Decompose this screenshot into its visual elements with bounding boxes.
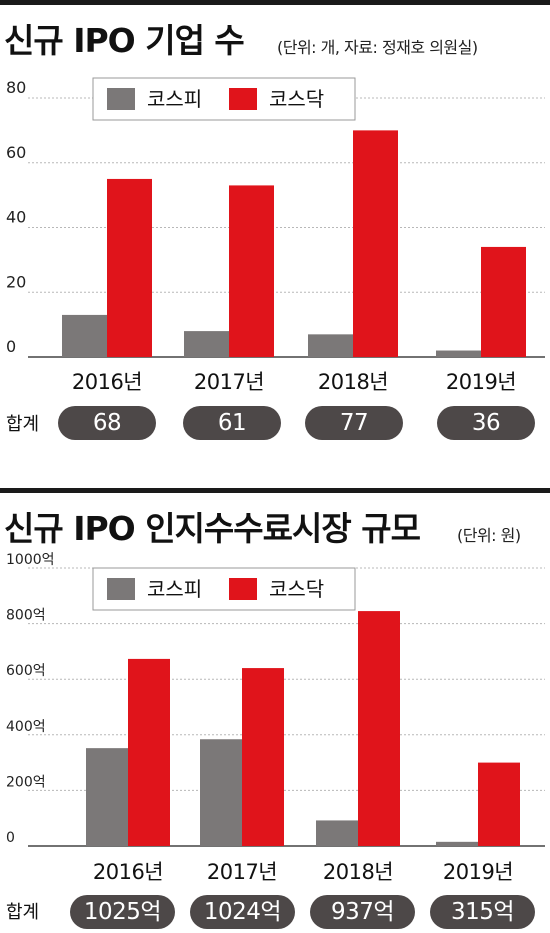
legend-label-kosdaq: 코스닥 — [269, 577, 324, 601]
chart1-top-rule — [0, 0, 550, 5]
chart2-total-2019: 315억 — [430, 895, 535, 929]
chart2-total-2016: 1025억 — [70, 895, 175, 929]
y-tick-label: 80 — [6, 78, 26, 97]
legend-label-kospi: 코스피 — [147, 87, 202, 111]
chart1-plot: 0 20 40 60 80 2016년 2017년 2018년 2019년 코스피 코스닥 — [6, 77, 545, 394]
x-category-label: 2017년 — [194, 370, 264, 394]
legend-swatch-kospi — [107, 578, 135, 600]
bar-kospi-2017년 — [200, 739, 242, 846]
chart2-total-2018: 937억 — [310, 895, 415, 929]
legend-swatch-kosdaq — [229, 578, 257, 600]
chart2-plot: 0 200억 400억 600억 800억 1000억 2016년 2017년 2018년 201… — [6, 552, 545, 884]
chart1-title: 신규 IPO 기업 수 — [4, 21, 245, 60]
bar-kosdaq-2017년 — [242, 668, 284, 846]
legend-swatch-kospi — [107, 88, 135, 110]
x-category-label: 2019년 — [443, 860, 513, 884]
y-tick-label: 60 — [6, 143, 26, 162]
bar-kosdaq-2018년 — [358, 611, 400, 846]
bar-kospi-2018년 — [316, 820, 358, 846]
y-tick-label: 800억 — [6, 608, 46, 624]
chart2-top-rule — [0, 488, 550, 493]
chart1-total-2017: 61 — [183, 406, 281, 440]
chart1-totals-label: 합계 — [6, 414, 40, 435]
chart2-title: 신규 IPO 인지수수료시장 규모 — [4, 509, 421, 548]
bar-kosdaq-2016년 — [128, 658, 170, 846]
bar-kospi-2018년 — [308, 334, 353, 357]
x-category-label: 2018년 — [323, 860, 393, 884]
bar-kospi-2016년 — [62, 314, 107, 357]
legend-box — [92, 77, 356, 121]
bar-kosdaq-2018년 — [353, 130, 398, 357]
x-category-label: 2019년 — [446, 370, 516, 394]
legend-label-kospi: 코스피 — [147, 577, 202, 601]
y-tick-label: 200억 — [6, 774, 46, 790]
bar-kosdaq-2016년 — [107, 178, 152, 357]
y-tick-label: 600억 — [6, 663, 46, 679]
y-tick-label: 40 — [6, 208, 26, 227]
bar-kosdaq-2019년 — [478, 762, 520, 846]
y-tick-label: 0 — [6, 830, 15, 846]
legend-label-kosdaq: 코스닥 — [269, 87, 324, 111]
bar-kosdaq-2017년 — [229, 185, 274, 357]
x-category-label: 2016년 — [93, 860, 163, 884]
bar-kospi-2019년 — [436, 841, 478, 846]
legend-swatch-kosdaq — [229, 88, 257, 110]
chart1-total-2016: 68 — [58, 406, 156, 440]
y-tick-label: 400억 — [6, 719, 46, 735]
bar-kospi-2019년 — [436, 350, 481, 357]
chart1-total-2018: 77 — [305, 406, 403, 440]
chart2-totals-label: 합계 — [6, 902, 40, 923]
y-tick-label: 20 — [6, 272, 26, 291]
chart2-total-2017: 1024억 — [190, 895, 295, 929]
bar-kosdaq-2019년 — [481, 246, 526, 357]
chart2-unit-note: (단위: 원) — [457, 526, 521, 545]
x-category-label: 2017년 — [207, 860, 277, 884]
y-tick-label: 0 — [6, 337, 16, 356]
x-category-label: 2018년 — [318, 370, 388, 394]
chart1-unit-note: (단위: 개, 자료: 정재호 의원실) — [277, 38, 478, 57]
bar-kospi-2016년 — [86, 748, 128, 846]
y-tick-label: 1000억 — [6, 552, 55, 568]
bar-kospi-2017년 — [184, 331, 229, 357]
x-category-label: 2016년 — [72, 370, 142, 394]
chart1-total-2019: 36 — [437, 406, 535, 440]
legend-box — [92, 567, 356, 611]
